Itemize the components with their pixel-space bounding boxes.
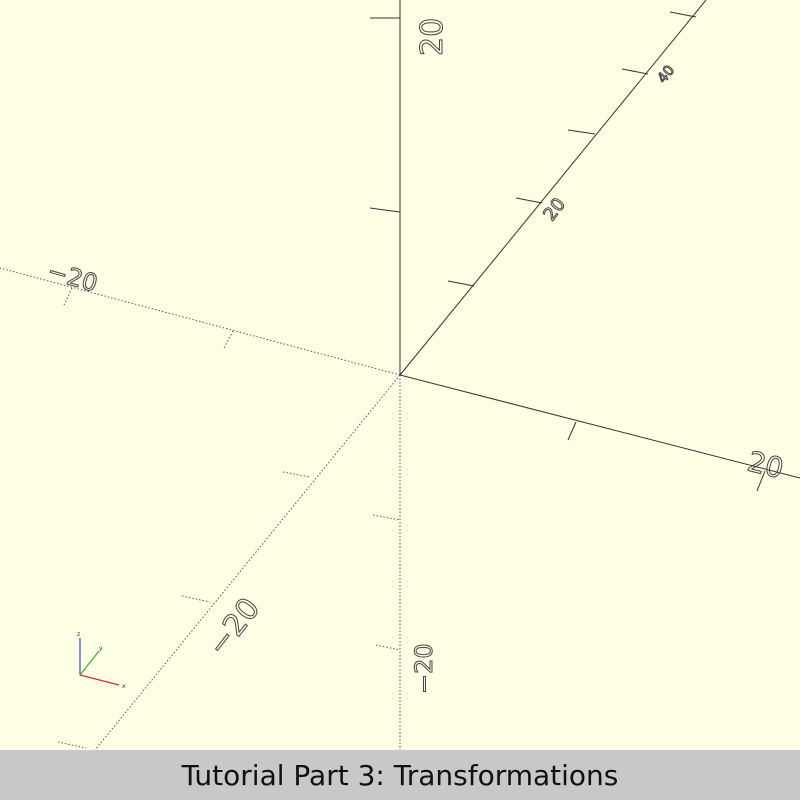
x-label-neg-20: −20 (44, 257, 100, 298)
gizmo-x-line (79, 674, 120, 686)
y-tick (567, 129, 596, 135)
gizmo-y-line (79, 650, 100, 676)
y-tick (447, 280, 475, 287)
axes-canvas: 20 −20 20 40 −20 20 −20 z y x (0, 0, 800, 750)
y-axis-positive (399, 0, 707, 376)
x-axis-positive (399, 374, 800, 479)
z-tick (375, 644, 401, 651)
y-tick (621, 68, 649, 75)
y-label-40: 40 (655, 63, 679, 87)
y-tick (181, 595, 211, 603)
x-label-20: 20 (744, 445, 787, 486)
axis-gizmo: z y x (77, 631, 126, 690)
y-label-neg-20: −20 (201, 591, 268, 662)
z-label-neg-20: −20 (410, 643, 438, 694)
x-tick (223, 330, 234, 349)
y-tick (515, 197, 543, 204)
y-tick (669, 11, 697, 18)
y-tick (282, 471, 311, 478)
gizmo-y-label: y (99, 645, 103, 652)
x-axis-negative (0, 267, 401, 376)
z-tick (372, 514, 401, 521)
y-tick (57, 741, 87, 749)
gizmo-x-label: x (122, 683, 126, 690)
gizmo-z-label: z (77, 631, 80, 638)
z-label-20: 20 (415, 18, 450, 56)
caption-title: Tutorial Part 3: Transformations (181, 758, 619, 792)
3d-viewport[interactable]: 20 −20 20 40 −20 20 −20 z y x (0, 0, 800, 750)
y-axis-negative (94, 374, 401, 750)
caption-bar: Tutorial Part 3: Transformations (0, 750, 800, 800)
x-tick (756, 470, 766, 492)
z-tick (369, 207, 401, 213)
x-tick (567, 421, 577, 441)
